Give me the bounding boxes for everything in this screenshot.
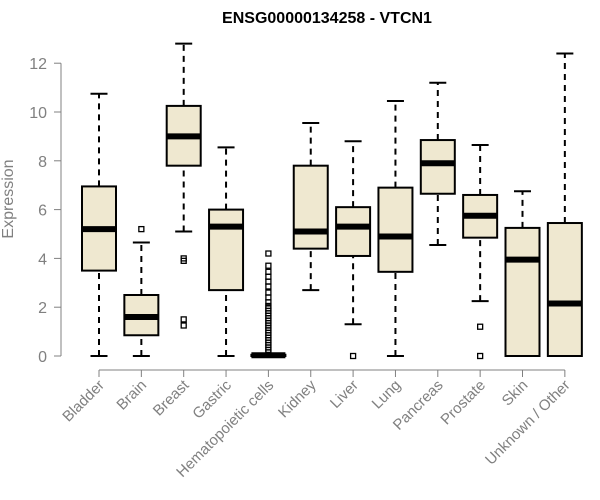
chart-title: ENSG00000134258 - VTCN1: [222, 10, 432, 27]
outlier-point: [265, 250, 272, 257]
outlier-point: [476, 352, 484, 360]
outlier-point: [265, 302, 272, 310]
y-tick-label: 4: [38, 251, 47, 268]
outlier-point: [180, 257, 187, 264]
y-axis: 0 2 4 6 8 10 12: [29, 56, 62, 366]
box-iqr: [292, 164, 329, 250]
x-tick-label: Prostate: [437, 377, 489, 429]
outlier-point: [265, 268, 272, 275]
outlier-point: [265, 289, 272, 296]
box-hematopoietic-cells: [250, 250, 287, 359]
box-iqr: [377, 186, 414, 273]
box-iqr: [335, 206, 372, 257]
box-iqr: [208, 208, 245, 292]
x-tick-label: Skin: [499, 377, 532, 410]
box-iqr: [504, 226, 541, 357]
y-tick-label: 0: [38, 349, 47, 366]
y-tick-label: 6: [38, 203, 47, 220]
box-prostate: [462, 143, 499, 360]
box-pancreas: [419, 81, 456, 246]
y-tick-label: 2: [38, 300, 47, 317]
y-axis-label: Expression: [0, 159, 17, 238]
x-tick-label: Brain: [113, 377, 150, 414]
outlier-point: [265, 262, 272, 269]
box-iqr: [546, 222, 583, 357]
box-iqr: [419, 139, 456, 195]
box-lung: [377, 100, 414, 357]
box-bladder: [81, 92, 117, 357]
y-tick-label: 12: [29, 56, 47, 73]
x-tick-label: Breast: [150, 376, 193, 419]
x-tick-label: Kidney: [275, 376, 320, 421]
box-liver: [335, 140, 372, 360]
outlier-point: [180, 322, 187, 329]
outlier-point: [180, 316, 187, 323]
outlier-point: [476, 323, 484, 330]
y-tick-label: 8: [38, 154, 47, 171]
boxes-group: [81, 42, 583, 360]
y-tick-label: 10: [29, 105, 47, 122]
x-tick-label: Lung: [369, 377, 405, 413]
box-unknown-other: [546, 52, 583, 357]
x-tick-label: Liver: [327, 377, 362, 412]
box-breast: [165, 42, 202, 329]
box-brain: [123, 225, 160, 357]
box-skin: [504, 190, 541, 357]
outlier-point: [349, 352, 357, 360]
box-gastric: [208, 146, 245, 357]
box-kidney: [292, 121, 329, 292]
outlier-point: [138, 225, 145, 233]
x-tick-label: Bladder: [59, 377, 108, 426]
